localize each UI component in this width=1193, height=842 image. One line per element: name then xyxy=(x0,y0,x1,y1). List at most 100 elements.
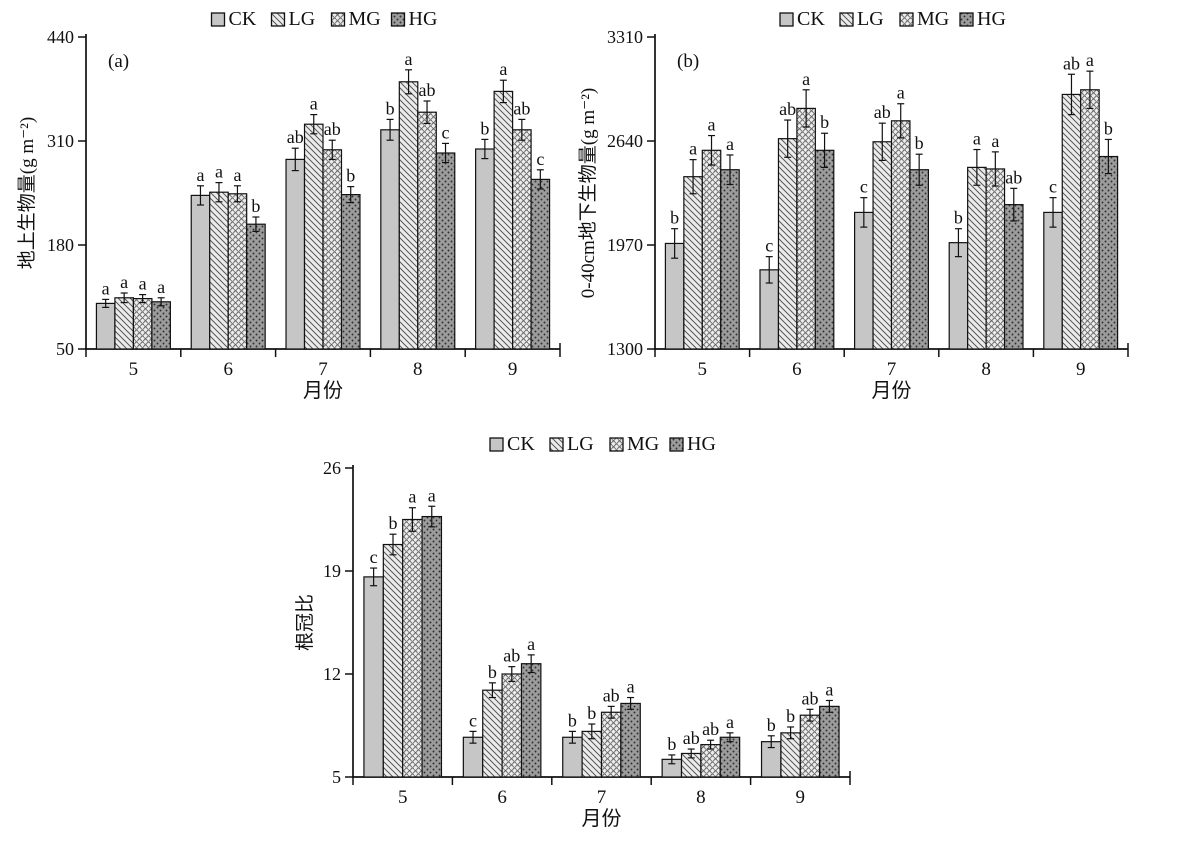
sig-letter-LG-month-9: a xyxy=(499,59,507,79)
sig-letter-LG-month-7: b xyxy=(587,703,596,723)
sig-letter-LG-month-5: b xyxy=(389,513,398,533)
sig-letter-MG-month-6: a xyxy=(802,69,810,89)
error-bar-LG-month-5 xyxy=(689,159,697,195)
error-bar-LG-month-7 xyxy=(588,723,596,740)
x-tick-label: 7 xyxy=(318,359,328,380)
legend-item-LG: LG xyxy=(549,433,594,455)
bar-CK-month-9 xyxy=(1043,211,1063,350)
bar-CK-month-8 xyxy=(948,242,969,350)
y-axis-title: 地上生物量(g m⁻²) xyxy=(16,117,38,269)
sig-letter-HG-month-6: b xyxy=(820,112,829,132)
x-tick-label: 5 xyxy=(698,359,708,380)
error-bar-HG-month-7 xyxy=(915,153,923,186)
sig-letter-HG-month-7: a xyxy=(627,677,635,697)
bar-MG-month-6 xyxy=(227,193,248,350)
sig-letter-CK-month-8: b xyxy=(386,98,395,118)
bar-HG-month-7 xyxy=(909,169,929,350)
bar-HG-month-6 xyxy=(814,149,835,350)
error-bar-LG-month-9 xyxy=(499,79,507,104)
sig-letter-MG-month-8: ab xyxy=(702,719,719,739)
error-bar-LG-month-8 xyxy=(405,69,413,95)
bar-MG-month-6 xyxy=(796,107,816,350)
bar-CK-month-8 xyxy=(380,129,400,350)
series-CK: b c c b c xyxy=(664,177,1063,350)
bar-HG-month-8 xyxy=(719,736,741,778)
bar-HG-month-9 xyxy=(530,178,551,350)
legend-label-CK: CK xyxy=(229,8,257,30)
error-bar-HG-month-9 xyxy=(825,699,833,713)
bar-HG-month-7 xyxy=(620,702,641,778)
x-tick-label: 6 xyxy=(792,359,802,380)
error-bar-HG-month-9 xyxy=(536,169,544,190)
bar-LG-month-6 xyxy=(777,138,798,350)
sig-letter-MG-month-7: a xyxy=(897,83,905,103)
y-tick-label: 1300 xyxy=(607,339,643,359)
error-bar-CK-month-9 xyxy=(767,735,775,749)
bar-CK-month-7 xyxy=(854,211,874,350)
legend: CK LG MG HG xyxy=(489,433,716,455)
bar-CK-month-5 xyxy=(95,302,116,350)
legend-item-MG: MG xyxy=(899,8,949,30)
error-bar-CK-month-5 xyxy=(102,298,110,308)
sig-letter-MG-month-7: ab xyxy=(324,119,341,139)
error-bar-MG-month-7 xyxy=(897,103,905,139)
sig-letter-MG-month-9: ab xyxy=(513,98,530,118)
x-tick-label: 5 xyxy=(398,787,408,808)
bar-HG-month-7 xyxy=(340,194,361,350)
legend-item-HG: HG xyxy=(669,433,716,455)
sig-letter-CK-month-5: c xyxy=(370,547,378,567)
error-bar-HG-month-6 xyxy=(252,216,260,232)
legend-swatch-LG xyxy=(549,437,564,452)
sig-letter-LG-month-9: ab xyxy=(1063,53,1080,73)
error-bar-LG-month-8 xyxy=(973,148,981,186)
sig-letter-CK-month-9: b xyxy=(767,715,776,735)
error-bar-HG-month-7 xyxy=(627,696,635,710)
x-tick-label: 5 xyxy=(129,359,139,380)
error-bar-LG-month-5 xyxy=(120,292,128,304)
sig-letter-HG-month-9: b xyxy=(1104,118,1113,138)
sig-letter-LG-month-7: ab xyxy=(874,102,891,122)
sig-letter-CK-month-8: b xyxy=(954,208,963,228)
bar-MG-month-7 xyxy=(600,711,622,778)
y-tick-label: 12 xyxy=(323,664,341,684)
legend-swatch-MG xyxy=(899,12,914,27)
sig-letter-LG-month-6: ab xyxy=(779,99,796,119)
x-axis-title: 月份 xyxy=(303,379,343,402)
error-bar-MG-month-5 xyxy=(408,507,416,532)
sig-letter-CK-month-5: a xyxy=(102,278,110,298)
sig-letter-HG-month-8: a xyxy=(726,712,734,732)
x-tick-label: 6 xyxy=(497,787,507,808)
sig-letter-LG-month-7: a xyxy=(310,94,318,114)
y-tick-label: 1970 xyxy=(607,235,643,255)
error-bar-MG-month-6 xyxy=(508,666,516,682)
sig-letter-CK-month-7: ab xyxy=(287,127,304,147)
error-bar-CK-month-5 xyxy=(671,228,679,259)
error-bar-CK-month-8 xyxy=(954,228,962,258)
sig-letter-LG-month-8: a xyxy=(405,49,413,69)
error-bar-CK-month-6 xyxy=(469,730,477,744)
bar-LG-month-9 xyxy=(493,90,514,350)
error-bar-CK-month-8 xyxy=(668,754,676,765)
bar-LG-month-7 xyxy=(872,141,893,350)
sig-letter-HG-month-7: b xyxy=(346,166,355,186)
legend-item-CK: CK xyxy=(210,8,257,30)
y-tick-label: 180 xyxy=(47,235,74,255)
bar-LG-month-5 xyxy=(382,543,404,778)
bar-CK-month-5 xyxy=(664,242,685,350)
bar-MG-month-9 xyxy=(511,129,532,350)
y-tick-label: 26 xyxy=(323,458,341,478)
error-bar-LG-month-9 xyxy=(1067,73,1075,116)
bar-MG-month-7 xyxy=(890,120,911,350)
bar-CK-month-6 xyxy=(190,194,211,350)
error-bar-MG-month-7 xyxy=(607,705,615,719)
x-axis-title: 月份 xyxy=(872,379,912,402)
bar-MG-month-5 xyxy=(132,298,153,350)
legend-label-MG: MG xyxy=(627,433,659,455)
error-bar-HG-month-8 xyxy=(726,732,734,743)
bar-LG-month-5 xyxy=(683,176,703,350)
